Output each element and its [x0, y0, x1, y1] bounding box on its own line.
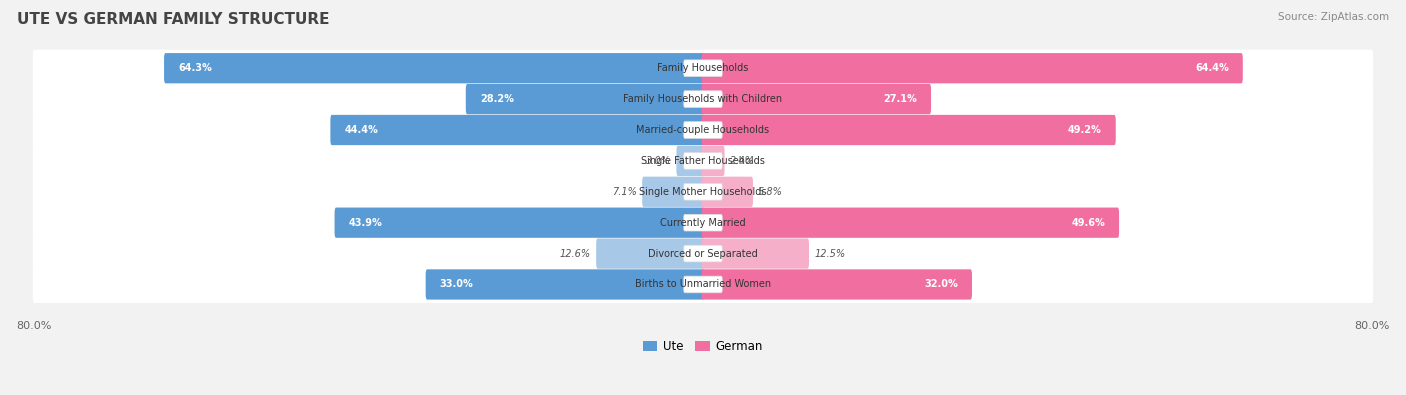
FancyBboxPatch shape	[596, 239, 704, 269]
Text: 43.9%: 43.9%	[349, 218, 382, 228]
FancyBboxPatch shape	[643, 177, 704, 207]
Text: 64.4%: 64.4%	[1195, 63, 1229, 73]
Text: 32.0%: 32.0%	[924, 280, 957, 290]
Text: 3.0%: 3.0%	[647, 156, 671, 166]
Text: 33.0%: 33.0%	[440, 280, 474, 290]
FancyBboxPatch shape	[32, 142, 1374, 179]
FancyBboxPatch shape	[683, 60, 723, 77]
FancyBboxPatch shape	[426, 269, 704, 299]
Text: 28.2%: 28.2%	[479, 94, 513, 104]
FancyBboxPatch shape	[702, 207, 1119, 238]
FancyBboxPatch shape	[683, 214, 723, 231]
Text: 49.6%: 49.6%	[1071, 218, 1105, 228]
FancyBboxPatch shape	[702, 115, 1116, 145]
FancyBboxPatch shape	[335, 207, 704, 238]
Text: 12.6%: 12.6%	[560, 248, 591, 259]
FancyBboxPatch shape	[465, 84, 704, 114]
Text: 49.2%: 49.2%	[1069, 125, 1102, 135]
Text: Single Mother Households: Single Mother Households	[640, 187, 766, 197]
FancyBboxPatch shape	[702, 84, 931, 114]
Text: Currently Married: Currently Married	[661, 218, 745, 228]
FancyBboxPatch shape	[32, 235, 1374, 272]
Text: Source: ZipAtlas.com: Source: ZipAtlas.com	[1278, 12, 1389, 22]
Text: Single Father Households: Single Father Households	[641, 156, 765, 166]
FancyBboxPatch shape	[32, 81, 1374, 118]
FancyBboxPatch shape	[676, 146, 704, 176]
Text: 7.1%: 7.1%	[612, 187, 637, 197]
FancyBboxPatch shape	[683, 276, 723, 293]
FancyBboxPatch shape	[32, 204, 1374, 241]
Text: Divorced or Separated: Divorced or Separated	[648, 248, 758, 259]
Text: Married-couple Households: Married-couple Households	[637, 125, 769, 135]
FancyBboxPatch shape	[32, 111, 1374, 149]
Text: Family Households: Family Households	[658, 63, 748, 73]
FancyBboxPatch shape	[702, 146, 724, 176]
FancyBboxPatch shape	[702, 269, 972, 299]
Text: 5.8%: 5.8%	[758, 187, 783, 197]
FancyBboxPatch shape	[683, 122, 723, 138]
Text: Family Households with Children: Family Households with Children	[623, 94, 783, 104]
Text: 44.4%: 44.4%	[344, 125, 378, 135]
Text: Births to Unmarried Women: Births to Unmarried Women	[636, 280, 770, 290]
FancyBboxPatch shape	[683, 245, 723, 262]
FancyBboxPatch shape	[330, 115, 704, 145]
FancyBboxPatch shape	[32, 266, 1374, 303]
FancyBboxPatch shape	[165, 53, 704, 83]
FancyBboxPatch shape	[683, 152, 723, 169]
FancyBboxPatch shape	[702, 239, 808, 269]
Text: UTE VS GERMAN FAMILY STRUCTURE: UTE VS GERMAN FAMILY STRUCTURE	[17, 12, 329, 27]
Text: 2.4%: 2.4%	[730, 156, 755, 166]
FancyBboxPatch shape	[683, 183, 723, 200]
Text: 64.3%: 64.3%	[179, 63, 212, 73]
FancyBboxPatch shape	[702, 53, 1243, 83]
FancyBboxPatch shape	[32, 50, 1374, 87]
FancyBboxPatch shape	[32, 173, 1374, 210]
Text: 27.1%: 27.1%	[883, 94, 917, 104]
Text: 12.5%: 12.5%	[814, 248, 845, 259]
FancyBboxPatch shape	[683, 91, 723, 107]
Legend: Ute, German: Ute, German	[638, 335, 768, 358]
FancyBboxPatch shape	[702, 177, 754, 207]
